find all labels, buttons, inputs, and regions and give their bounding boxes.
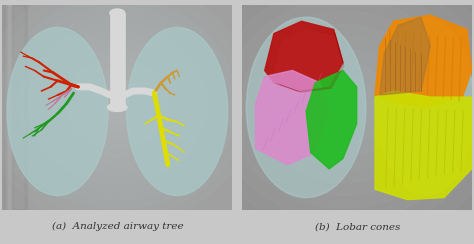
Text: (a)  Analyzed airway tree: (a) Analyzed airway tree [52,222,183,232]
Bar [2,5,16,210]
Bar [6,5,19,210]
Polygon shape [375,15,472,107]
Circle shape [271,37,419,170]
Bar [11,5,25,210]
Bar [9,5,23,210]
Bar [3,5,18,210]
Bar [5,5,19,210]
Polygon shape [264,21,343,91]
Bar [10,5,24,210]
Bar [11,5,25,210]
Bar [110,13,125,107]
Polygon shape [380,17,430,95]
Circle shape [213,0,474,221]
Bar [5,5,18,210]
Bar [13,5,27,210]
Ellipse shape [127,27,228,195]
Bar [10,5,24,210]
Polygon shape [306,71,356,169]
Circle shape [328,88,362,118]
Circle shape [314,75,376,131]
Ellipse shape [108,103,127,112]
Ellipse shape [7,27,108,195]
Circle shape [343,101,347,105]
Circle shape [184,0,474,244]
Ellipse shape [110,9,125,17]
Bar [8,5,21,210]
Circle shape [256,24,434,183]
Text: (b)  Lobar cones: (b) Lobar cones [315,223,401,231]
Bar [6,5,20,210]
Bar [12,5,26,210]
Circle shape [285,50,405,157]
Circle shape [300,63,391,144]
Bar [3,5,17,210]
Circle shape [228,0,463,208]
Bar [7,5,21,210]
Ellipse shape [377,19,474,195]
Ellipse shape [246,17,366,198]
Circle shape [199,0,474,234]
Bar [8,5,22,210]
Bar [13,5,27,210]
Polygon shape [255,71,329,165]
Circle shape [242,11,448,195]
Bar [9,5,22,210]
Polygon shape [375,91,472,200]
Bar [4,5,18,210]
